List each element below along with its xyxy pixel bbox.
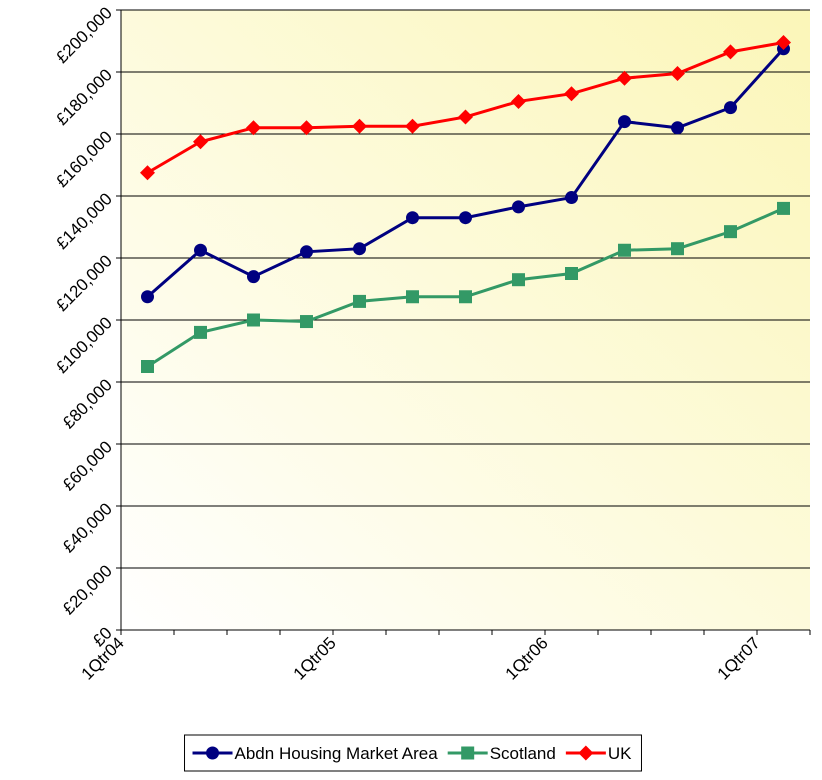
x-tick-label: 1Qtr05 — [290, 633, 340, 683]
data-point — [724, 225, 737, 239]
data-point — [618, 115, 631, 129]
y-tick-label: £120,000 — [52, 251, 116, 315]
data-point — [724, 101, 737, 115]
data-point — [564, 86, 579, 102]
data-point — [776, 35, 791, 51]
data-point — [459, 211, 472, 225]
y-tick-label: £160,000 — [52, 127, 116, 191]
data-point — [512, 273, 525, 287]
data-point — [246, 120, 261, 136]
data-point — [723, 44, 738, 60]
y-tick-label: £200,000 — [52, 3, 116, 67]
x-tick-label: 1Qtr06 — [502, 633, 552, 683]
data-point — [247, 313, 260, 327]
y-tick-label: £20,000 — [59, 561, 116, 618]
data-point — [194, 325, 207, 339]
data-point — [299, 120, 314, 136]
y-tick-label: £100,000 — [52, 313, 116, 377]
data-point — [618, 243, 631, 257]
data-point — [247, 270, 260, 284]
data-point — [617, 70, 632, 86]
data-point — [458, 109, 473, 125]
data-point — [671, 242, 684, 256]
data-point — [194, 243, 207, 257]
data-point — [777, 201, 790, 215]
data-point — [565, 191, 578, 205]
data-point — [670, 66, 685, 82]
legend-marker — [461, 746, 475, 760]
y-tick-label: £40,000 — [59, 499, 116, 556]
data-point — [671, 121, 684, 135]
legend-label: Abdn Housing Market Area — [235, 744, 439, 763]
data-point — [353, 242, 366, 256]
data-point — [193, 134, 208, 150]
data-point — [406, 290, 419, 304]
data-point — [141, 290, 154, 304]
data-point — [405, 118, 420, 134]
data-point — [512, 200, 525, 214]
legend-marker — [206, 746, 220, 760]
data-point — [300, 245, 313, 259]
x-tick-label: 1Qtr07 — [714, 633, 764, 683]
legend — [184, 734, 642, 772]
y-tick-label: £80,000 — [59, 375, 116, 432]
data-point — [353, 294, 366, 308]
data-point — [459, 290, 472, 304]
data-point — [300, 315, 313, 329]
data-point — [140, 165, 155, 181]
legend-marker — [578, 745, 594, 761]
y-tick-label: £140,000 — [52, 189, 116, 253]
data-point — [511, 93, 526, 109]
legend-label: UK — [608, 744, 632, 763]
y-tick-label: £180,000 — [52, 65, 116, 129]
data-point — [352, 118, 367, 134]
legend-label: Scotland — [490, 744, 556, 763]
data-point — [141, 360, 154, 373]
data-point — [406, 211, 419, 225]
data-point — [565, 267, 578, 280]
y-tick-label: £60,000 — [59, 437, 116, 494]
